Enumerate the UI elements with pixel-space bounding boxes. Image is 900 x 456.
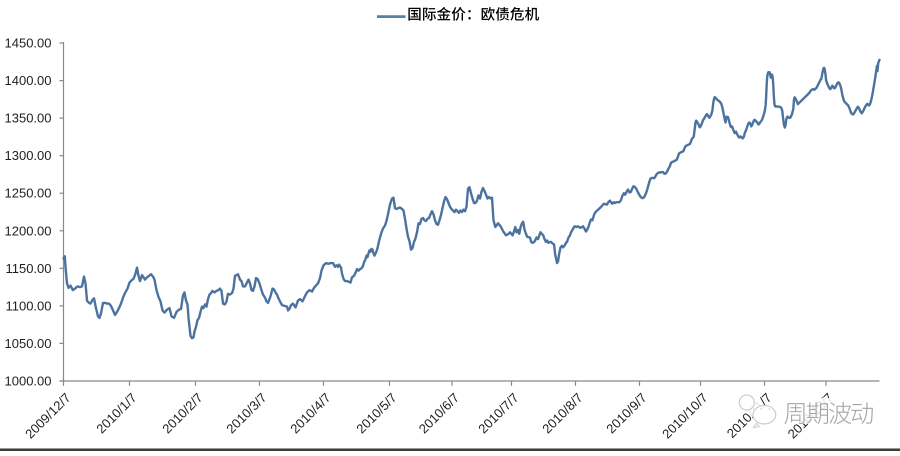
svg-text:1400.00: 1400.00	[5, 73, 52, 88]
svg-text:1300.00: 1300.00	[5, 148, 52, 163]
svg-text:1000.00: 1000.00	[5, 374, 52, 389]
svg-text:1050.00: 1050.00	[5, 336, 52, 351]
svg-text:1100.00: 1100.00	[5, 298, 51, 313]
svg-text:1350.00: 1350.00	[5, 111, 52, 126]
svg-text:1150.00: 1150.00	[5, 261, 51, 276]
svg-text:1200.00: 1200.00	[5, 223, 52, 238]
svg-text:1250.00: 1250.00	[5, 186, 52, 201]
svg-text:1450.00: 1450.00	[5, 36, 52, 51]
